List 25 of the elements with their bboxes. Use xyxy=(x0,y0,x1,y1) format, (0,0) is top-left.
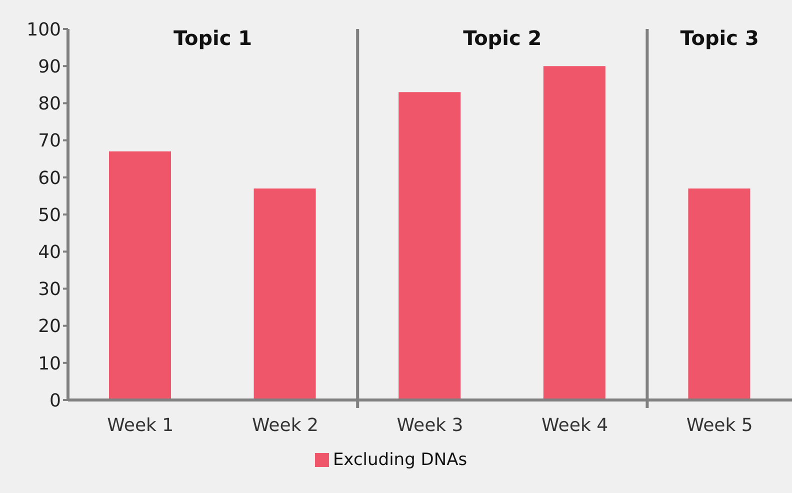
legend-label: Excluding DNAs xyxy=(332,450,468,470)
y-tick-label: 90 xyxy=(38,56,61,78)
x-tick-label: Week 4 xyxy=(542,414,608,436)
annotation: Topic 1 xyxy=(173,26,252,50)
y-tick-label: 30 xyxy=(38,279,61,300)
bar xyxy=(109,151,171,400)
bar xyxy=(398,92,461,400)
y-tick-label: 80 xyxy=(38,94,61,115)
x-tick-label: Week 2 xyxy=(252,414,318,436)
y-tick-label: 40 xyxy=(38,242,61,263)
y-tick-label: 100 xyxy=(26,19,61,40)
x-tick-label: Week 1 xyxy=(107,414,174,436)
annotation: Topic 2 xyxy=(463,26,542,50)
x-tick-label: Week 3 xyxy=(396,414,464,436)
bar xyxy=(543,66,606,400)
annotation: Topic 3 xyxy=(680,26,759,50)
bar xyxy=(254,188,316,400)
y-tick-label: 70 xyxy=(38,130,61,152)
y-tick-label: 50 xyxy=(38,204,61,226)
bar xyxy=(688,188,750,400)
y-tick-label: 20 xyxy=(38,316,61,338)
y-tick-label: 0 xyxy=(50,390,61,412)
y-tick-label: 60 xyxy=(38,168,61,189)
x-tick-label: Week 5 xyxy=(686,414,753,436)
y-tick-label: 10 xyxy=(38,353,61,374)
